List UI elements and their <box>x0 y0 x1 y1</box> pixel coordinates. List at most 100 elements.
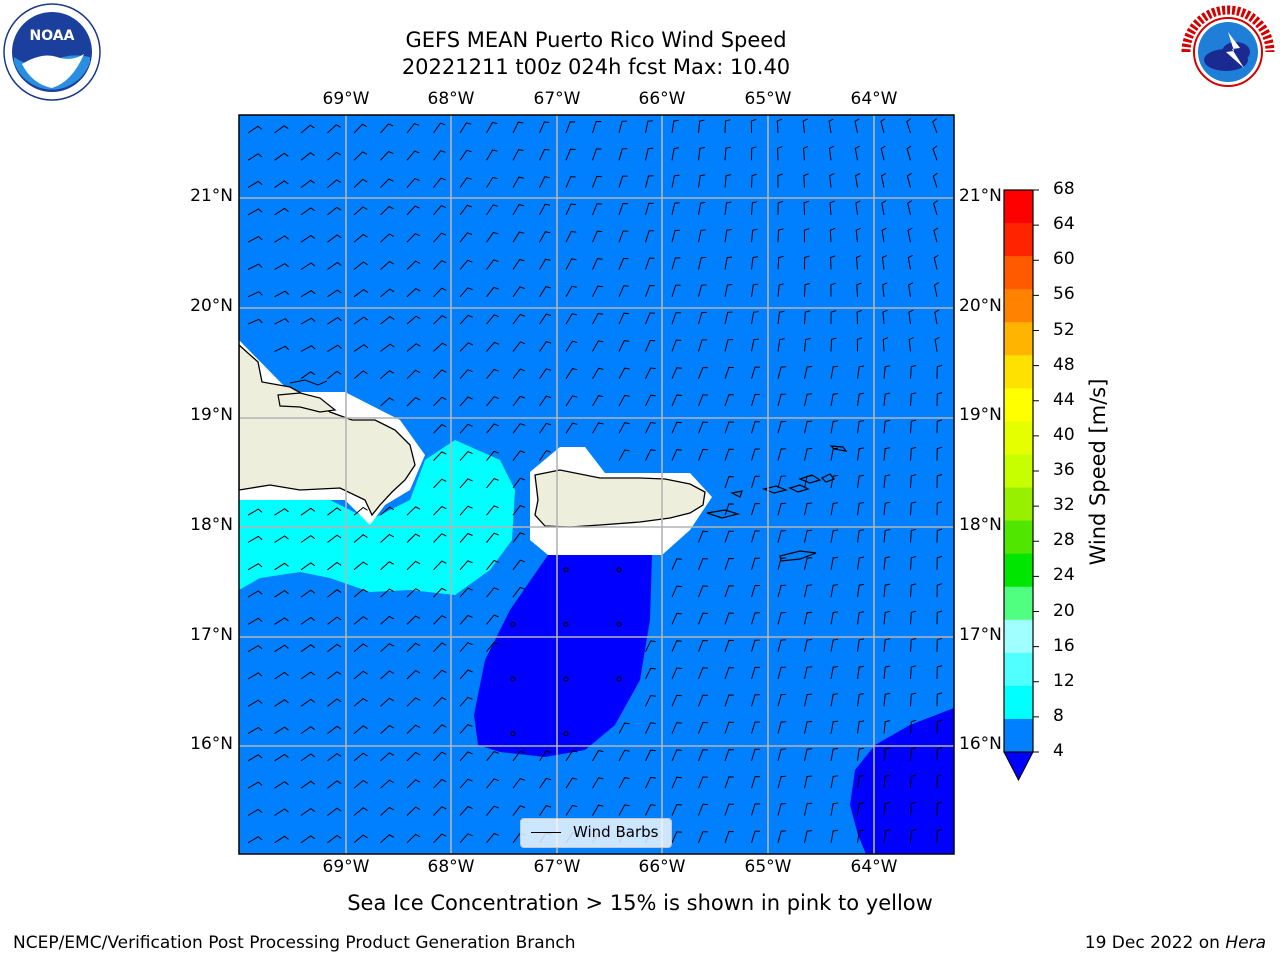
wind-barb <box>274 180 289 189</box>
wind-barb <box>671 749 682 762</box>
wind-barb <box>910 446 917 461</box>
wind-barb <box>645 749 656 762</box>
wind-barb <box>327 561 342 571</box>
colorbar-segment <box>1004 454 1033 489</box>
wind-barb <box>777 228 784 243</box>
wind-barb <box>804 584 813 598</box>
colorbar <box>1003 189 1039 782</box>
wind-barb <box>910 801 917 816</box>
wind-barb <box>274 617 289 625</box>
wind-barb <box>777 338 785 352</box>
wind-barb <box>936 828 943 843</box>
colorbar-segment <box>1004 553 1033 588</box>
wind-barb <box>698 421 708 434</box>
wind-barb <box>565 148 576 161</box>
wind-barb <box>933 200 938 216</box>
wind-barb <box>618 367 630 379</box>
wind-barb <box>880 172 887 188</box>
lon-label-top-64w: 64°W <box>850 89 898 109</box>
wind-barb <box>910 392 917 407</box>
calm-barb <box>616 621 622 627</box>
wind-barb <box>883 829 891 843</box>
wind-barb <box>300 807 316 816</box>
colorbar-segment <box>1004 289 1033 323</box>
wind-barb <box>698 229 706 243</box>
wind-barb <box>671 722 682 734</box>
wind-barb <box>910 419 917 434</box>
wind-barb <box>486 641 499 653</box>
wind-barb <box>539 231 551 243</box>
wind-barb <box>751 201 758 215</box>
wind-barb <box>830 693 839 707</box>
wind-barb <box>857 802 865 816</box>
wind-barb <box>459 177 472 188</box>
wind-barb <box>247 235 263 243</box>
colorbar-segment <box>1004 421 1033 455</box>
calm-barb <box>563 731 569 737</box>
wind-barb <box>880 145 886 161</box>
wind-barb <box>910 774 917 789</box>
wind-barb <box>724 530 734 543</box>
wind-barb <box>804 720 813 734</box>
map-legend: Wind Barbs <box>520 818 672 848</box>
wind-barb <box>910 610 917 625</box>
wind-barb <box>486 176 498 188</box>
wind-barb <box>433 396 447 407</box>
wind-barb <box>751 228 758 243</box>
wind-barb <box>565 285 577 298</box>
wind-barb <box>406 343 421 352</box>
wind-barb <box>857 693 865 707</box>
wind-barb <box>247 672 263 680</box>
wind-barb <box>698 749 708 762</box>
wind-barb <box>459 149 472 161</box>
wind-barb <box>512 450 526 461</box>
wind-barb <box>327 344 342 352</box>
wind-barb <box>936 637 943 652</box>
wind-barb <box>910 556 917 570</box>
wind-barb <box>459 751 473 762</box>
wind-barb <box>671 202 680 216</box>
wind-barb <box>247 808 263 816</box>
wind-barb <box>936 446 943 461</box>
wind-barb <box>247 699 263 707</box>
wind-barb <box>353 316 369 325</box>
colorbar-tick-label: 28 <box>1053 530 1075 551</box>
wind-barb <box>486 805 499 816</box>
wind-barb <box>592 340 604 352</box>
wind-barb <box>777 310 785 325</box>
wind-barb <box>380 697 395 707</box>
wind-barb <box>830 255 836 270</box>
wind-barb <box>645 722 656 734</box>
lon-label-top-68w: 68°W <box>427 89 475 109</box>
wind-barb <box>804 255 810 270</box>
wind-barb <box>512 341 526 352</box>
wind-barb <box>486 396 499 407</box>
wind-barb <box>459 587 473 598</box>
wind-barb <box>247 125 263 134</box>
wind-barb <box>459 642 473 653</box>
wind-barb <box>936 610 943 625</box>
wind-barb <box>380 288 395 298</box>
lon-label-bottom-66w: 66°W <box>638 857 686 877</box>
wind-barb <box>459 723 473 734</box>
wind-barb <box>883 802 891 816</box>
wind-barb <box>247 590 263 598</box>
wind-barb <box>829 200 835 215</box>
wind-barb <box>406 669 421 680</box>
wind-barb <box>380 561 395 571</box>
wind-barb <box>907 227 913 243</box>
wind-barb <box>539 258 551 270</box>
legend-label: Wind Barbs <box>573 823 659 841</box>
wind-barb <box>777 393 787 407</box>
wind-barb <box>776 118 783 134</box>
wind-barb <box>459 696 473 707</box>
wind-barb <box>274 345 290 352</box>
wind-barb <box>300 671 316 680</box>
wind-barb <box>830 666 839 680</box>
wind-barb <box>433 205 446 216</box>
colorbar-segment <box>1004 223 1033 257</box>
wind-barb <box>353 344 369 352</box>
wind-barb <box>512 395 526 407</box>
wind-barb <box>883 665 891 680</box>
wind-barb <box>353 261 368 270</box>
